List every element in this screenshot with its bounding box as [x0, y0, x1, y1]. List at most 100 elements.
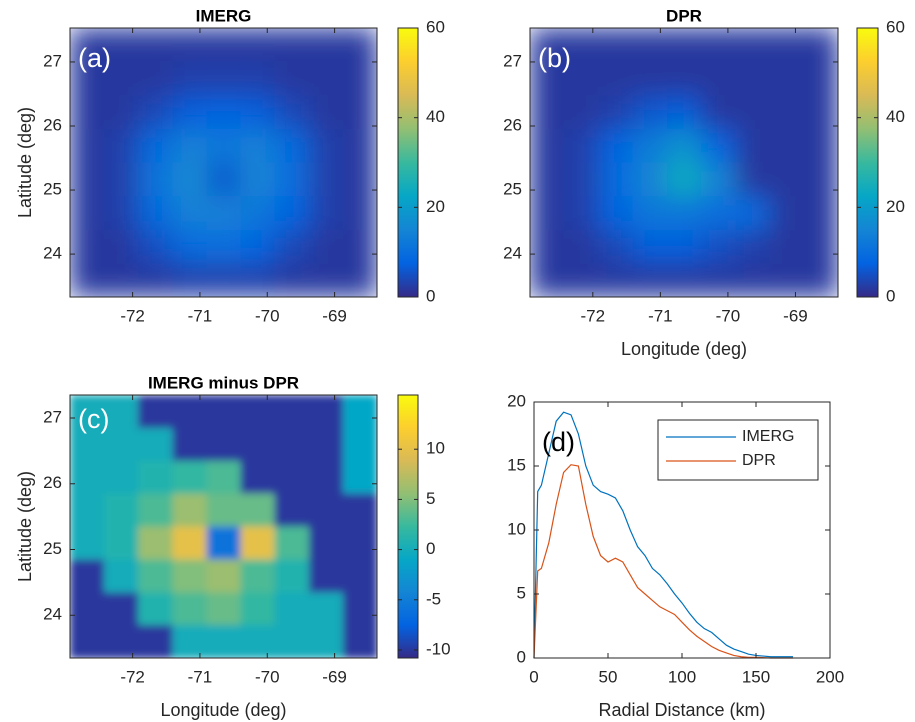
heat-cell [769, 196, 805, 231]
y-tick-label: 27 [43, 407, 62, 426]
y-tick-label: 26 [43, 115, 62, 134]
heat-cell [701, 128, 736, 164]
heat-cell [308, 427, 344, 462]
heat-cell [308, 559, 344, 593]
colorbar [397, 27, 419, 298]
x-tick-label: -72 [581, 306, 606, 325]
heat-cell [274, 61, 310, 96]
heat-cell [342, 162, 377, 197]
chart-title: DPR [666, 6, 702, 25]
heat-cell [104, 559, 139, 593]
y-tick-label: 27 [43, 51, 62, 70]
colorbar [856, 27, 879, 298]
heat-cell [70, 526, 105, 560]
heat-cell [342, 395, 377, 429]
heat-cell [138, 526, 173, 560]
heat-cell [172, 196, 208, 231]
heat-cell [564, 229, 600, 264]
heat-cell [342, 625, 377, 658]
colorbar-tick-label: 0 [426, 286, 435, 305]
x-axis-label: Longitude (deg) [621, 339, 747, 359]
heat-cell [666, 61, 702, 96]
heat-cell [735, 95, 771, 130]
heat-cell [632, 95, 668, 130]
heat-cell [138, 493, 173, 528]
y-tick-label: 25 [43, 180, 62, 199]
heat-cell [240, 128, 276, 164]
heat-cell [342, 28, 377, 63]
heat-cell [206, 95, 242, 130]
heat-cell [172, 128, 208, 164]
heat-cell [104, 61, 139, 96]
heat-cell [598, 95, 634, 130]
heat-cell [70, 128, 105, 164]
heat-cell [735, 196, 771, 231]
heat-cell [769, 229, 805, 264]
colorbar-tick-label: 40 [426, 107, 445, 126]
x-tick-label: -70 [255, 306, 280, 325]
heat-cell [138, 95, 173, 130]
y-tick-label: 5 [517, 583, 526, 602]
heat-cell [274, 460, 310, 495]
y-axis-label: Latitude (deg) [15, 107, 35, 218]
heat-cell [803, 162, 838, 197]
heat-cell [274, 559, 310, 593]
heat-cell [769, 263, 805, 297]
heat-cell [564, 28, 600, 63]
heat-cell [240, 263, 276, 297]
heat-cell [240, 95, 276, 130]
heat-cell [104, 395, 139, 429]
heat-cell [308, 128, 344, 164]
heat-cell [206, 559, 242, 593]
heat-cell [104, 526, 139, 560]
heat-cell [206, 61, 242, 96]
heat-cell [342, 95, 377, 130]
heat-cell [308, 395, 344, 429]
heat-cell [308, 196, 344, 231]
y-tick-label: 24 [503, 244, 522, 263]
heat-cell [632, 229, 668, 264]
heat-cell [598, 196, 634, 231]
heat-cell [530, 162, 565, 197]
heat-cell [530, 128, 565, 164]
heat-cell [666, 263, 702, 297]
colorbar-tick-label: -5 [426, 589, 441, 608]
x-tick-label: -69 [322, 306, 347, 325]
x-tick-label: -71 [188, 306, 213, 325]
heat-cell [564, 263, 600, 297]
heat-cell [274, 625, 310, 658]
heat-cell [70, 95, 105, 130]
heat-cell [598, 61, 634, 96]
heat-cell [308, 526, 344, 560]
heat-cell [70, 61, 105, 96]
heat-cell [803, 196, 838, 231]
heat-cell [104, 128, 139, 164]
heat-cell [104, 28, 139, 63]
heat-cell [632, 162, 668, 197]
heat-cell [530, 95, 565, 130]
heat-cell [701, 229, 736, 264]
heat-cell [274, 28, 310, 63]
heat-cell [308, 263, 344, 297]
x-tick-label: 0 [529, 667, 538, 686]
heat-cell [564, 95, 600, 130]
heat-cell [104, 196, 139, 231]
y-tick-label: 27 [503, 51, 522, 70]
heat-cell [240, 61, 276, 96]
heat-cell [206, 196, 242, 231]
axes-frame [69, 394, 378, 659]
heat-cell [342, 263, 377, 297]
heat-cell [735, 61, 771, 96]
heatmap [70, 28, 377, 297]
heat-cell [138, 229, 173, 264]
heat-cell [274, 395, 310, 429]
heat-cell [138, 395, 173, 429]
x-tick-label: -69 [322, 667, 347, 686]
heat-cell [206, 460, 242, 495]
heat-cell [104, 493, 139, 528]
heat-cell [172, 162, 208, 197]
heat-cell [342, 128, 377, 164]
heat-cell [666, 162, 702, 197]
x-tick-label: 100 [668, 667, 696, 686]
